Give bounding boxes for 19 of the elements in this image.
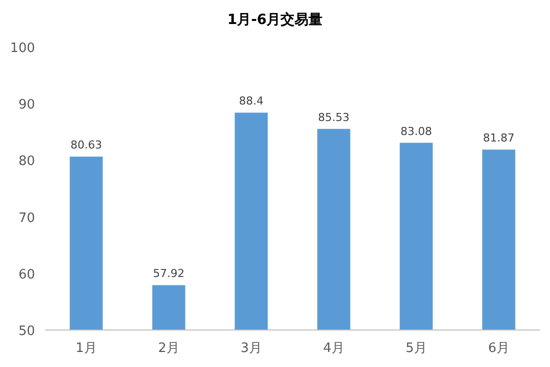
y-tick-label: 50: [18, 324, 35, 339]
data-label: 81.87: [483, 132, 514, 145]
y-tick-label: 80: [18, 154, 35, 170]
x-tick-label: 3月: [240, 341, 262, 356]
x-tick-label: 5月: [406, 341, 427, 356]
x-tick-label: 1月: [76, 341, 97, 356]
data-label: 88.4: [239, 94, 264, 108]
y-tick-label: 60: [18, 267, 35, 282]
data-label: 85.53: [318, 110, 350, 124]
chart-title: 1月-6月交易量: [227, 11, 323, 28]
y-tick-label: 90: [18, 98, 35, 113]
y-tick-label: 70: [18, 210, 35, 226]
x-tick-label: 4月: [323, 341, 344, 356]
x-tick-label: 2月: [158, 341, 180, 356]
x-tick-label: 6月: [488, 341, 510, 356]
y-tick-label: 100: [10, 41, 35, 56]
data-label: 83.08: [400, 124, 432, 138]
data-label: 57.92: [153, 267, 184, 280]
data-label: 80.63: [70, 138, 102, 152]
